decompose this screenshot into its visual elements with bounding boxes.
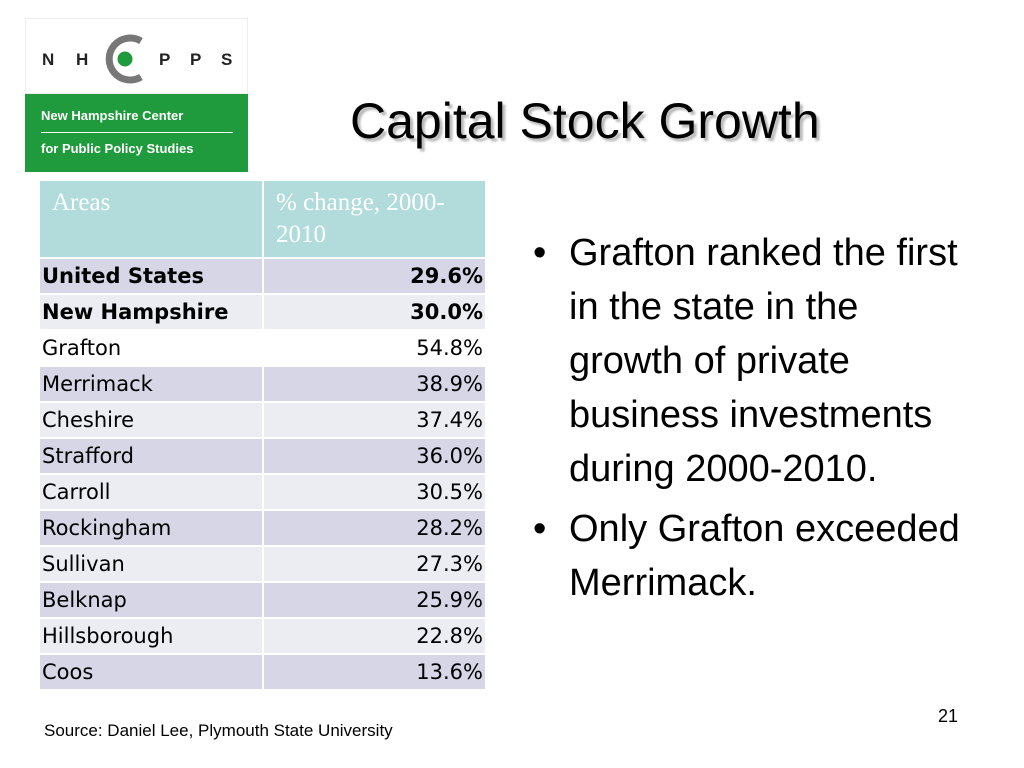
table-row: Grafton 54.8% <box>40 331 487 367</box>
bullet-text: Grafton ranked the first in the state in… <box>569 232 958 490</box>
table-row: United States 29.6% <box>40 259 487 295</box>
table-row: Coos 13.6% <box>40 655 487 691</box>
change-cell: 28.2% <box>264 511 487 547</box>
change-cell: 38.9% <box>264 367 487 403</box>
logo-dot-icon <box>117 51 133 67</box>
area-cell: Cheshire <box>40 403 264 439</box>
table-row: Merrimack 38.9% <box>40 367 487 403</box>
change-cell: 54.8% <box>264 331 487 367</box>
area-cell: Strafford <box>40 439 264 475</box>
bullet-text: Only Grafton exceeded Merrimack. <box>569 508 960 604</box>
area-cell: Merrimack <box>40 367 264 403</box>
table-row: Strafford 36.0% <box>40 439 487 475</box>
bullet-item: • Only Grafton exceeded Merrimack. <box>533 502 973 610</box>
logo-banner: New Hampshire Center for Public Policy S… <box>25 94 248 172</box>
bullet-dot-icon: • <box>533 232 547 274</box>
nhcpps-logo: N H P P S New Hampshire Center for Publi… <box>25 18 248 172</box>
source-note: Source: Daniel Lee, Plymouth State Unive… <box>44 721 393 740</box>
area-cell: Carroll <box>40 475 264 511</box>
table-row: Carroll 30.5% <box>40 475 487 511</box>
bullet-dot-icon: • <box>533 508 547 550</box>
slide-title: Capital Stock Growth <box>350 93 820 149</box>
change-cell: 30.5% <box>264 475 487 511</box>
logo-letter-h: H <box>76 50 88 69</box>
bullet-list: • Grafton ranked the first in the state … <box>533 226 973 616</box>
logo-letter-n: N <box>42 50 54 69</box>
change-cell: 22.8% <box>264 619 487 655</box>
table-header-row: Areas % change, 2000-2010 <box>40 181 487 259</box>
change-cell: 29.6% <box>264 259 487 295</box>
logo-mark: N H P P S <box>25 18 248 94</box>
header-areas: Areas <box>40 181 264 259</box>
area-cell: Hillsborough <box>40 619 264 655</box>
bullet-item: • Grafton ranked the first in the state … <box>533 226 973 496</box>
header-change: % change, 2000-2010 <box>264 181 487 259</box>
table-row: Belknap 25.9% <box>40 583 487 619</box>
table-row: New Hampshire 30.0% <box>40 295 487 331</box>
change-cell: 27.3% <box>264 547 487 583</box>
page-number: 21 <box>938 706 959 726</box>
area-cell: Belknap <box>40 583 264 619</box>
area-cell: Coos <box>40 655 264 691</box>
table-row: Hillsborough 22.8% <box>40 619 487 655</box>
capital-stock-table: Areas % change, 2000-2010 United States … <box>40 181 487 691</box>
logo-letter-p1: P <box>159 50 170 69</box>
logo-letter-s: S <box>221 50 232 69</box>
logo-c-ring-icon <box>105 34 143 84</box>
change-cell: 30.0% <box>264 295 487 331</box>
table-row: Cheshire 37.4% <box>40 403 487 439</box>
area-cell: Rockingham <box>40 511 264 547</box>
change-cell: 25.9% <box>264 583 487 619</box>
logo-letter-p2: P <box>190 50 201 69</box>
logo-letters: N H P P S <box>42 34 232 84</box>
logo-line1: New Hampshire Center <box>41 108 184 123</box>
area-cell: Grafton <box>40 331 264 367</box>
logo-divider <box>41 132 233 133</box>
logo-line2: for Public Policy Studies <box>41 141 194 156</box>
table-row: Rockingham 28.2% <box>40 511 487 547</box>
table-row: Sullivan 27.3% <box>40 547 487 583</box>
change-cell: 36.0% <box>264 439 487 475</box>
area-cell: New Hampshire <box>40 295 264 331</box>
change-cell: 13.6% <box>264 655 487 691</box>
area-cell: Sullivan <box>40 547 264 583</box>
change-cell: 37.4% <box>264 403 487 439</box>
area-cell: United States <box>40 259 264 295</box>
